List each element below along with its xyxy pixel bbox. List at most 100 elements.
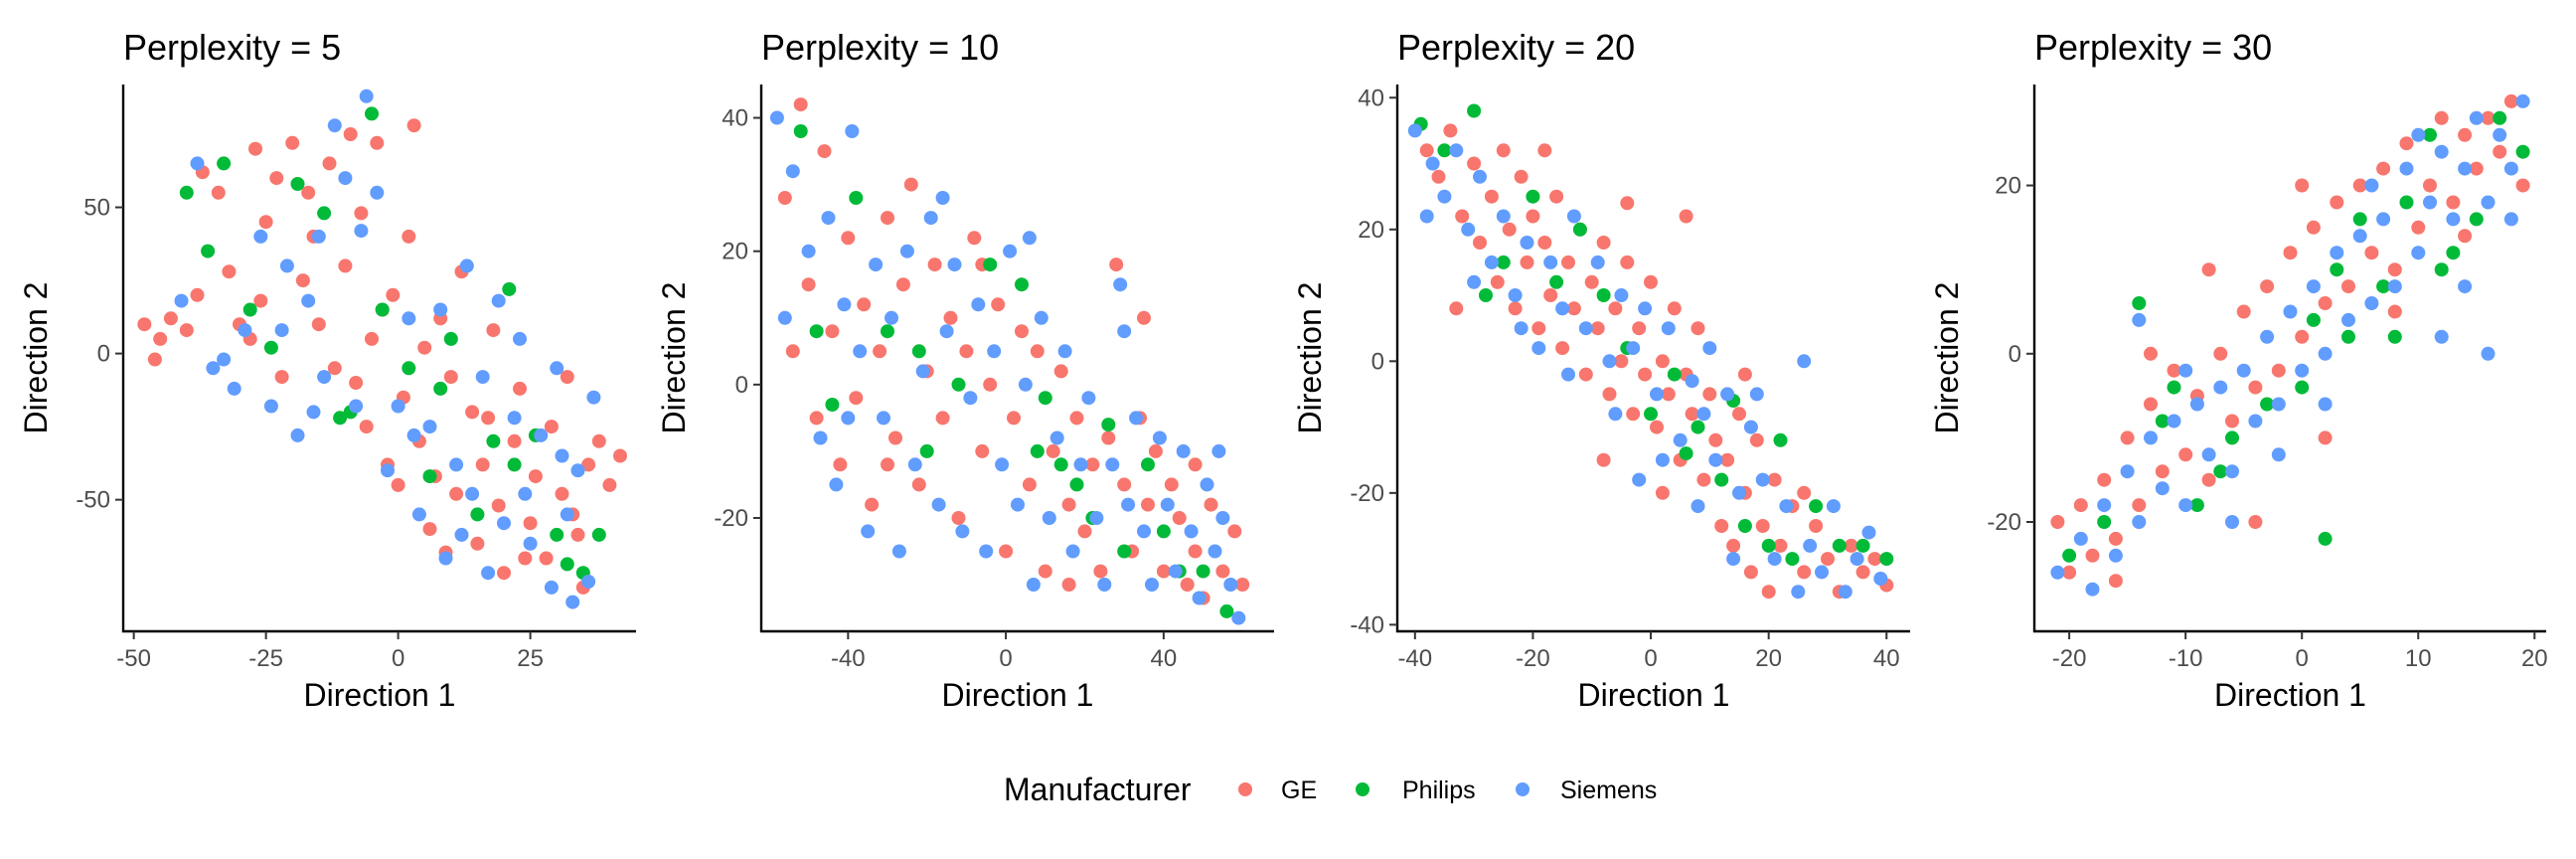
point-philips bbox=[1015, 277, 1029, 292]
point-ge bbox=[365, 331, 379, 346]
point-siemens bbox=[402, 311, 416, 326]
point-siemens bbox=[1200, 477, 1214, 492]
point-siemens bbox=[1026, 578, 1041, 592]
point-siemens bbox=[2178, 363, 2193, 378]
point-ge bbox=[1755, 519, 1770, 533]
point-philips bbox=[2306, 312, 2321, 327]
point-siemens bbox=[1779, 499, 1794, 514]
point-siemens bbox=[995, 457, 1010, 472]
point-ge bbox=[402, 229, 416, 244]
point-ge bbox=[1797, 565, 1812, 580]
point-ge bbox=[1720, 452, 1735, 467]
point-ge bbox=[1714, 519, 1729, 533]
point-ge bbox=[1431, 169, 1446, 184]
point-siemens bbox=[2434, 144, 2449, 159]
point-siemens bbox=[290, 428, 305, 442]
point-siemens bbox=[1121, 497, 1136, 512]
point-siemens bbox=[1555, 301, 1570, 316]
point-ge bbox=[523, 516, 538, 531]
point-philips bbox=[2469, 212, 2484, 227]
point-siemens bbox=[1690, 499, 1705, 514]
point-ge bbox=[2352, 178, 2367, 193]
point-philips bbox=[2295, 380, 2310, 395]
point-philips bbox=[2132, 296, 2147, 310]
point-ge bbox=[1443, 123, 1458, 138]
point-ge bbox=[602, 477, 617, 492]
y-tick-label: 40 bbox=[1358, 85, 1384, 111]
y-tick-label: 0 bbox=[2009, 341, 2021, 368]
point-ge bbox=[943, 310, 958, 325]
point-ge bbox=[1141, 497, 1155, 512]
point-siemens bbox=[1011, 497, 1025, 512]
point-ge bbox=[1117, 477, 1132, 492]
point-philips bbox=[2493, 110, 2507, 125]
point-siemens bbox=[354, 224, 369, 239]
point-siemens bbox=[2458, 279, 2473, 294]
point-siemens bbox=[1650, 387, 1664, 402]
point-ge bbox=[2423, 178, 2437, 193]
point-siemens bbox=[1608, 407, 1623, 422]
point-siemens bbox=[391, 399, 405, 414]
y-tick-label: 0 bbox=[735, 372, 748, 399]
point-siemens bbox=[963, 391, 978, 406]
point-ge bbox=[311, 317, 326, 332]
point-siemens bbox=[947, 258, 962, 272]
point-siemens bbox=[2295, 363, 2310, 378]
panel-2: Perplexity = 10 -40 0 40 -20 0 20 40 Direction 1… bbox=[656, 27, 1274, 713]
x-axis-title: Direction 1 bbox=[1578, 677, 1730, 713]
point-ge bbox=[513, 381, 527, 396]
point-ge bbox=[1537, 143, 1552, 158]
point-ge bbox=[1543, 288, 1558, 302]
point-siemens bbox=[853, 344, 868, 359]
point-siemens bbox=[1496, 209, 1511, 224]
point-ge bbox=[1809, 519, 1824, 533]
point-siemens bbox=[1208, 544, 1222, 559]
point-ge bbox=[211, 185, 226, 200]
point-philips bbox=[951, 377, 966, 392]
point-ge bbox=[570, 527, 585, 542]
point-siemens bbox=[2155, 481, 2170, 496]
point-philips bbox=[1196, 564, 1210, 579]
point-siemens bbox=[923, 211, 938, 226]
point-siemens bbox=[1473, 169, 1487, 184]
point-ge bbox=[406, 118, 421, 133]
point-siemens bbox=[885, 310, 898, 325]
point-siemens bbox=[2423, 195, 2437, 210]
point-siemens bbox=[955, 524, 970, 539]
point-ge bbox=[2132, 498, 2147, 513]
point-siemens bbox=[2306, 279, 2321, 294]
point-ge bbox=[481, 411, 496, 426]
point-siemens bbox=[1184, 524, 1199, 539]
point-ge bbox=[2306, 220, 2321, 235]
point-ge bbox=[1514, 169, 1529, 184]
x-axis-title: Direction 1 bbox=[304, 677, 456, 713]
point-ge bbox=[422, 522, 437, 537]
point-siemens bbox=[475, 370, 490, 385]
point-siemens bbox=[1215, 511, 1230, 525]
point-siemens bbox=[907, 457, 922, 472]
point-ge bbox=[370, 135, 385, 150]
point-siemens bbox=[311, 229, 326, 244]
point-philips bbox=[1832, 538, 1847, 553]
point-siemens bbox=[274, 323, 289, 338]
point-philips bbox=[1069, 477, 1084, 492]
point-philips bbox=[1549, 274, 1564, 289]
point-siemens bbox=[1081, 391, 1096, 406]
point-ge bbox=[1614, 354, 1629, 369]
point-siemens bbox=[190, 156, 205, 171]
scatter-points bbox=[1407, 103, 1894, 600]
point-philips bbox=[1644, 407, 1658, 422]
point-ge bbox=[1743, 565, 1758, 580]
point-ge bbox=[991, 297, 1006, 312]
point-ge bbox=[2144, 397, 2158, 412]
point-ge bbox=[911, 477, 926, 492]
point-siemens bbox=[406, 428, 421, 442]
point-philips bbox=[1596, 288, 1611, 302]
point-siemens bbox=[227, 381, 242, 396]
point-ge bbox=[881, 211, 894, 226]
point-philips bbox=[849, 191, 864, 205]
point-philips bbox=[983, 258, 998, 272]
point-ge bbox=[1007, 411, 1021, 426]
x-tick-label: -50 bbox=[116, 645, 151, 672]
point-ge bbox=[1137, 310, 1151, 325]
